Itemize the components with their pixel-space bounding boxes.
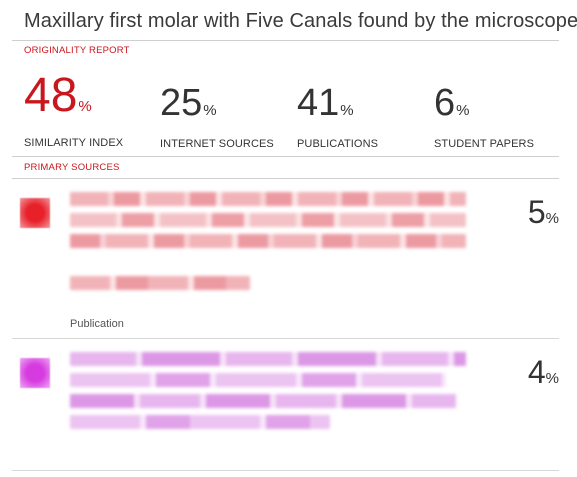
source-redacted-text [70, 352, 466, 436]
source-percent-value: 4 [527, 354, 546, 390]
percent-sign: % [545, 370, 559, 387]
stat-similarity-index: 48% SIMILARITY INDEX [24, 69, 124, 150]
stat-publications: 41% PUBLICATIONS [297, 82, 378, 150]
redacted-line [70, 192, 466, 206]
source-percent: 5% [528, 194, 559, 231]
internet-sources-value: 25 [160, 82, 203, 124]
percent-sign: % [78, 98, 92, 115]
source-percent: 4% [528, 354, 559, 391]
sources-header-divider [12, 178, 559, 179]
percent-sign: % [340, 102, 354, 119]
stat-student-papers: 6% STUDENT PAPERS [434, 82, 534, 150]
source-percent-value: 5 [527, 194, 546, 230]
redacted-line [70, 373, 446, 387]
redacted-line [70, 394, 456, 408]
title-divider [12, 40, 559, 41]
bottom-divider [12, 470, 559, 471]
redacted-line [70, 234, 466, 248]
source-redacted-text [70, 192, 466, 297]
publications-label: PUBLICATIONS [297, 138, 379, 150]
student-papers-label: STUDENT PAPERS [434, 138, 535, 150]
redacted-line [70, 415, 330, 429]
report-title: Maxillary first molar with Five Canals f… [24, 10, 577, 32]
stat-internet-sources: 25% INTERNET SOURCES [160, 82, 274, 150]
redacted-line [70, 255, 436, 269]
percent-sign: % [456, 102, 470, 119]
stats-divider [12, 156, 559, 157]
student-papers-value: 6 [434, 82, 456, 124]
source-row[interactable]: 5% Publication [0, 180, 577, 330]
originality-report-label: ORIGINALITY REPORT [24, 45, 130, 56]
percent-sign: % [203, 102, 217, 119]
source-type: Publication [70, 318, 124, 330]
internet-sources-label: INTERNET SOURCES [160, 138, 274, 150]
publications-value: 41 [297, 82, 340, 124]
primary-sources-label: PRIMARY SOURCES [24, 162, 120, 173]
source-color-swatch [20, 358, 50, 388]
redacted-line [70, 352, 466, 366]
similarity-index-value: 48 [24, 69, 78, 122]
redacted-line [70, 213, 466, 227]
source-divider [12, 338, 559, 339]
similarity-index-label: SIMILARITY INDEX [24, 137, 124, 149]
source-color-swatch [20, 198, 50, 228]
source-row[interactable]: 4% [0, 340, 577, 465]
redacted-line [70, 276, 250, 290]
percent-sign: % [545, 210, 559, 227]
